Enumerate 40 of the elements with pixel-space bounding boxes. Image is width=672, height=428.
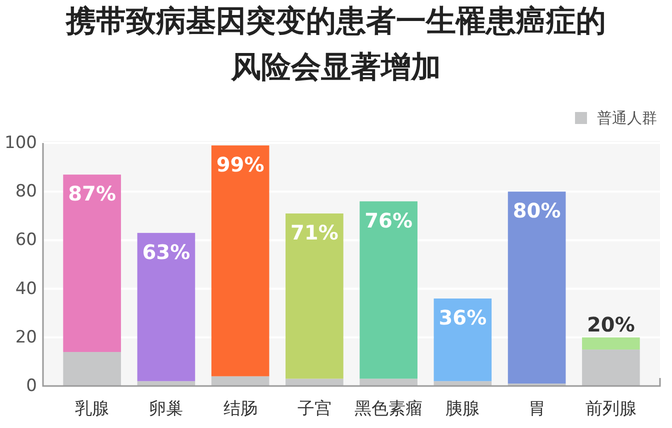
bar <box>63 352 121 386</box>
x-tick-label: 卵巢 <box>149 399 184 419</box>
x-tick-label: 乳腺 <box>75 399 110 419</box>
bar <box>63 174 121 352</box>
total-label: 71% <box>290 220 338 244</box>
bar <box>286 213 344 379</box>
x-tick-label: 结肠 <box>223 399 258 419</box>
y-tick-label: 100 <box>4 133 37 153</box>
bar <box>360 378 418 386</box>
total-label: 99% <box>216 152 264 176</box>
bar <box>434 298 492 382</box>
total-label: 63% <box>142 240 190 264</box>
legend-label: 普通人群 <box>597 109 657 127</box>
chart-title: 携带致病基因突变的患者一生罹患癌症的风险会显著增加 <box>64 3 607 87</box>
bar <box>286 378 344 386</box>
y-tick-label: 20 <box>15 327 37 348</box>
x-tick-label: 子宫 <box>297 399 332 419</box>
total-label: 20% <box>587 312 635 336</box>
x-tick-label: 胰腺 <box>446 399 480 419</box>
total-label: 36% <box>438 306 487 330</box>
bar <box>582 350 640 386</box>
total-label: 76% <box>364 208 412 232</box>
y-tick-label: 60 <box>15 230 37 250</box>
bar <box>582 337 640 350</box>
y-tick-label: 0 <box>26 376 37 396</box>
bar <box>137 232 196 382</box>
bar <box>360 201 418 379</box>
x-tick-label: 黑色素瘤 <box>354 399 423 419</box>
bar <box>434 381 492 386</box>
y-tick-label: 80 <box>15 182 37 202</box>
bar <box>211 145 270 376</box>
x-tick-label: 胃 <box>528 399 546 419</box>
bar <box>508 192 566 384</box>
bar <box>137 381 196 386</box>
total-label: 80% <box>512 198 561 223</box>
bar <box>211 376 270 386</box>
x-tick-label: 前列腺 <box>585 399 636 419</box>
total-label: 87% <box>68 182 116 206</box>
y-tick-label: 40 <box>15 278 37 299</box>
legend: 普通人群 <box>575 109 657 127</box>
